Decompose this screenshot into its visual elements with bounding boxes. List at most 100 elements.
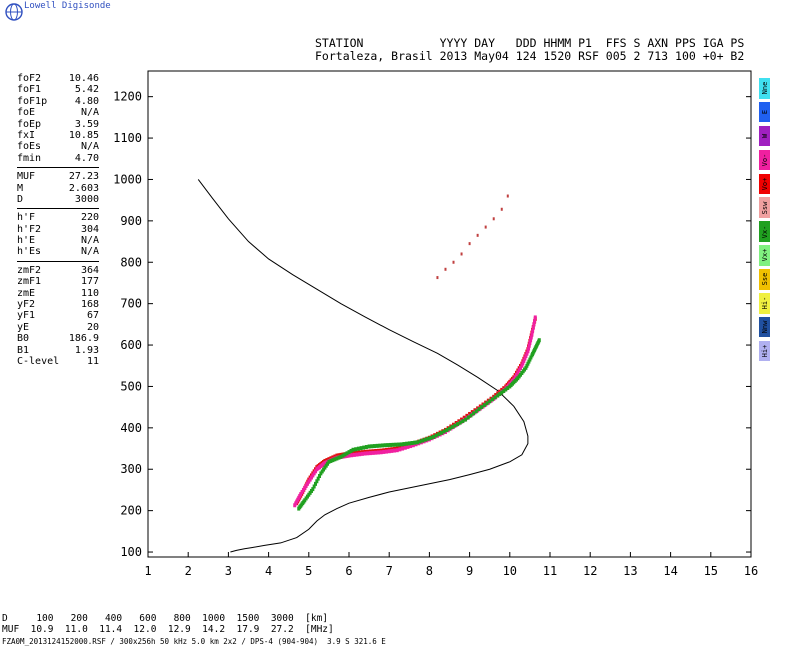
- echo-point: [331, 455, 335, 460]
- param-name: C-level: [17, 355, 60, 367]
- echo-point: [492, 217, 495, 221]
- echo-point: [345, 451, 349, 456]
- echo-point: [308, 477, 312, 482]
- mode-swatch: W: [759, 125, 770, 147]
- param-row: yE 20: [17, 322, 99, 333]
- echo-point: [314, 469, 317, 474]
- echo-point: [386, 443, 390, 448]
- echo-point: [488, 399, 492, 404]
- x-tick-label: 16: [744, 564, 758, 578]
- param-value: 11: [86, 355, 99, 367]
- param-row: B1 1.93: [17, 345, 99, 356]
- echo-point: [335, 453, 339, 458]
- echo-point: [356, 446, 360, 451]
- echo-point: [431, 434, 435, 439]
- echo-point: [458, 420, 462, 425]
- series-1: [295, 316, 537, 506]
- echo-point: [351, 447, 355, 452]
- echo-point: [304, 483, 308, 488]
- echo-point: [402, 442, 406, 447]
- params-group-critical-frequencies: foF2 10.46 foF1 5.42 foF1p 4.80 foE N/A foEp 3.59…: [17, 73, 99, 164]
- echo-point: [387, 449, 391, 454]
- echo-point: [409, 444, 413, 449]
- echo-point: [453, 423, 457, 428]
- echo-point: [530, 332, 534, 337]
- mode-label: Hi-: [760, 296, 769, 310]
- echo-point: [528, 340, 532, 345]
- separator: [17, 167, 99, 169]
- echo-point: [399, 442, 403, 447]
- echo-point: [371, 450, 375, 455]
- echo-point: [354, 447, 358, 452]
- echo-point: [529, 355, 533, 360]
- echo-point: [329, 456, 333, 461]
- echo-point: [450, 425, 454, 430]
- echo-point: [406, 444, 410, 449]
- echo-point: [513, 375, 517, 380]
- muf-table-distance-row: D 100 200 400 600 800 1000 1500 3000 [km…: [2, 613, 329, 624]
- x-tick-label: 15: [704, 564, 718, 578]
- series-0: [197, 179, 529, 553]
- x-tick-label: 10: [503, 564, 517, 578]
- y-tick-label: 700: [120, 297, 142, 311]
- echo-point: [531, 329, 535, 334]
- param-row: h'F 220: [17, 212, 99, 223]
- param-name: zmE: [17, 287, 36, 299]
- param-row: h'Es N/A: [17, 246, 99, 257]
- echo-point: [378, 443, 382, 448]
- param-name: h'F: [17, 212, 36, 224]
- echo-point: [364, 445, 368, 450]
- param-name: B0: [17, 333, 30, 345]
- mode-swatch: Hi-: [759, 293, 770, 314]
- echo-point: [327, 457, 331, 462]
- echo-point: [383, 443, 387, 448]
- echo-point: [407, 441, 411, 446]
- echo-point: [331, 458, 335, 463]
- echo-point: [355, 452, 359, 457]
- echo-point: [401, 446, 405, 451]
- echo-point: [323, 458, 327, 463]
- echo-point: [299, 492, 303, 497]
- param-value: 3000: [74, 193, 99, 205]
- separator: [17, 208, 99, 210]
- echo-point: [423, 437, 427, 442]
- echo-point: [359, 446, 363, 451]
- echo-point: [395, 448, 399, 453]
- echo-point: [436, 276, 439, 280]
- echo-point: [456, 422, 460, 427]
- echo-point: [426, 436, 430, 441]
- axis-ticks: 1 2 3 4 5 6 7 8 9 10 11 12 13 14 15 1610020030040050060…: [113, 90, 758, 578]
- echo-point: [480, 405, 484, 410]
- param-value: N/A: [80, 107, 99, 119]
- params-group-muf: MUF 27.23 M 2.603 D 3000: [17, 171, 99, 205]
- echo-point: [506, 385, 510, 390]
- x-tick-label: 1: [144, 564, 151, 578]
- y-tick-label: 800: [120, 255, 142, 269]
- x-tick-label: 8: [426, 564, 433, 578]
- param-name: foF1p: [17, 95, 48, 107]
- echo-point: [301, 487, 305, 492]
- mode-swatch: Nnw: [759, 316, 770, 338]
- param-value: 4.80: [74, 95, 99, 107]
- param-row: yF1 67: [17, 310, 99, 321]
- param-value: 186.9: [68, 333, 99, 345]
- param-row: foE N/A: [17, 107, 99, 118]
- mode-swatch: Vx-: [759, 221, 770, 242]
- echo-point: [347, 453, 351, 458]
- param-value: 1.93: [74, 344, 99, 356]
- mode-label: Sse: [760, 273, 769, 286]
- echo-point: [527, 343, 531, 348]
- echo-point: [352, 452, 356, 457]
- param-row: MUF 27.23: [17, 171, 99, 182]
- echo-point: [339, 454, 343, 459]
- x-tick-label: 5: [305, 564, 312, 578]
- echo-point: [341, 453, 345, 458]
- param-name: D: [17, 193, 24, 205]
- mode-swatch: E: [759, 101, 770, 123]
- param-row: C-level 11: [17, 356, 99, 367]
- y-tick-label: 900: [120, 214, 142, 228]
- echo-point: [472, 411, 476, 416]
- echo-point: [521, 361, 525, 366]
- param-value: N/A: [80, 235, 99, 247]
- globe-logo-icon: [5, 3, 23, 21]
